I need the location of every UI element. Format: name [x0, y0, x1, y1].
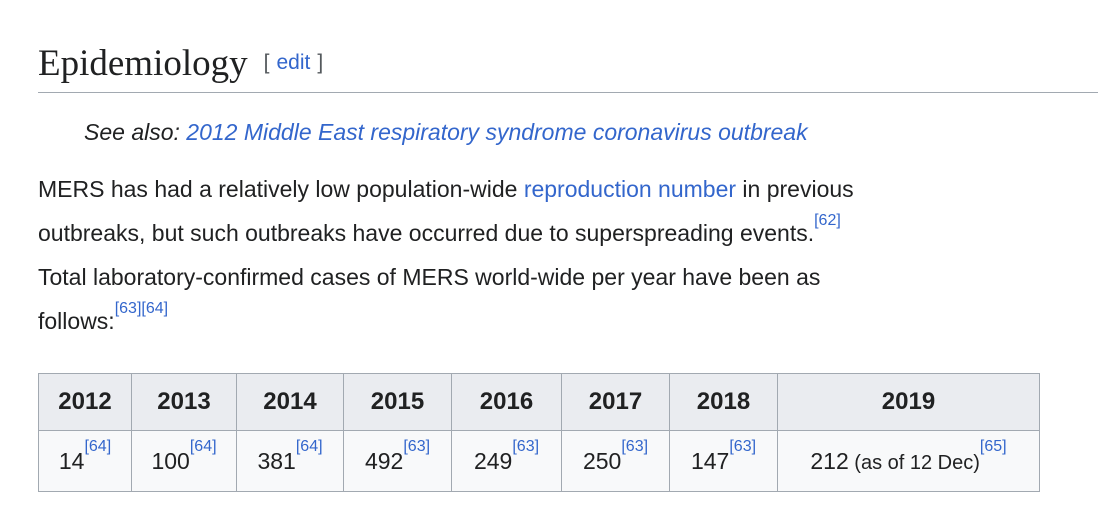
paragraph-line: follows:[63][64] [38, 299, 1098, 343]
cases-cell: 492[63] [343, 430, 452, 493]
cases-value: 212 [810, 447, 849, 474]
hatnote-link[interactable]: 2012 Middle East respiratory syndrome co… [186, 118, 808, 145]
ref-link-text[interactable]: [64] [295, 438, 323, 456]
as-of-note: (as of 12 Dec) [848, 451, 980, 474]
ref-62-link[interactable]: [62] [814, 212, 841, 229]
year-header: 2019 [777, 373, 1040, 432]
ref-link-text[interactable]: [64] [189, 438, 217, 456]
paragraph-text: MERS has had a relatively low population… [38, 176, 524, 203]
hatnote: See also: 2012 Middle East respiratory s… [84, 119, 1098, 147]
ref-64-link[interactable]: [64] [190, 438, 217, 455]
reproduction-number-link[interactable]: reproduction number [523, 176, 737, 203]
ref-63-link[interactable]: [63] [621, 438, 648, 455]
paragraph-line: outbreaks, but such outbreaks have occur… [38, 211, 1098, 255]
paragraph-line: Total laboratory-confirmed cases of MERS… [38, 255, 1098, 299]
cases-cell: 100[64] [131, 430, 237, 493]
cases-value: 14 [58, 447, 85, 474]
year-header: 2018 [669, 373, 778, 432]
paragraph-text: Total laboratory-confirmed cases of MERS… [38, 264, 821, 291]
cases-cell: 249[63] [451, 430, 562, 493]
ref-64-link[interactable]: [64] [296, 438, 323, 455]
ref-link-text[interactable]: [65] [979, 438, 1007, 456]
year-header: 2013 [131, 373, 237, 432]
cases-value: 147 [690, 447, 730, 474]
ref-link-text[interactable]: [63] [621, 438, 649, 456]
year-header: 2016 [451, 373, 562, 432]
cases-value: 381 [257, 447, 296, 474]
cases-value: 249 [473, 447, 513, 474]
cases-value: 250 [582, 447, 622, 474]
cases-cell: 250[63] [561, 430, 670, 493]
section-heading: Epidemiology [ edit] [38, 43, 1098, 93]
ref-62-link-text[interactable]: [62] [814, 211, 841, 229]
section-title: Epidemiology [38, 43, 248, 84]
ref-link-text[interactable]: [64] [84, 438, 112, 456]
ref-63-link-text[interactable]: [63] [114, 299, 142, 317]
cases-cell: 14[64] [38, 430, 132, 493]
edit-bracket-open: [ [263, 51, 270, 74]
ref-63-link[interactable]: [63] [729, 438, 756, 455]
year-header: 2014 [236, 373, 344, 432]
ref-link-text[interactable]: [63] [512, 438, 540, 456]
ref-64-link[interactable]: [64] [141, 300, 168, 317]
year-header: 2017 [561, 373, 670, 432]
year-header: 2015 [343, 373, 452, 432]
cases-cell: 147[63] [669, 430, 778, 493]
cases-value: 492 [364, 447, 404, 474]
paragraph-text: outbreaks, but such outbreaks have occur… [38, 220, 815, 247]
edit-section-link[interactable]: edit [276, 51, 311, 74]
table-header-row: 2012 2013 2014 2015 2016 2017 2018 2019 [38, 373, 1040, 432]
paragraph-line: MERS has had a relatively low population… [38, 167, 1098, 211]
edit-bracket-close: ] [317, 51, 324, 74]
cases-cell: 381[64] [236, 430, 344, 493]
article-section: Epidemiology [ edit] See also: 2012 Middle… [38, 43, 1098, 493]
ref-64-link-text[interactable]: [64] [141, 299, 169, 317]
ref-64-link[interactable]: [64] [84, 438, 111, 455]
ref-65-link[interactable]: [65] [980, 438, 1007, 455]
hatnote-prefix: See also: [84, 118, 187, 145]
cases-value: 100 [151, 447, 190, 474]
cases-table: 2012 2013 2014 2015 2016 2017 2018 2019 … [38, 373, 1040, 493]
ref-link-text[interactable]: [63] [403, 438, 431, 456]
ref-63-link[interactable]: [63] [403, 438, 430, 455]
paragraph-text: in previous [736, 176, 854, 203]
ref-63-link[interactable]: [63] [512, 438, 539, 455]
year-header: 2012 [38, 373, 132, 432]
table-row: 14[64] 100[64] 381[64] 492[63] 249[63] 2… [38, 430, 1040, 493]
edit-section: [ edit] [264, 51, 324, 74]
ref-63-link[interactable]: [63] [115, 300, 142, 317]
paragraph: MERS has had a relatively low population… [38, 167, 1098, 343]
ref-link-text[interactable]: [63] [729, 438, 757, 456]
cases-cell: 212 (as of 12 Dec)[65] [777, 430, 1040, 493]
paragraph-text: follows: [38, 308, 115, 335]
